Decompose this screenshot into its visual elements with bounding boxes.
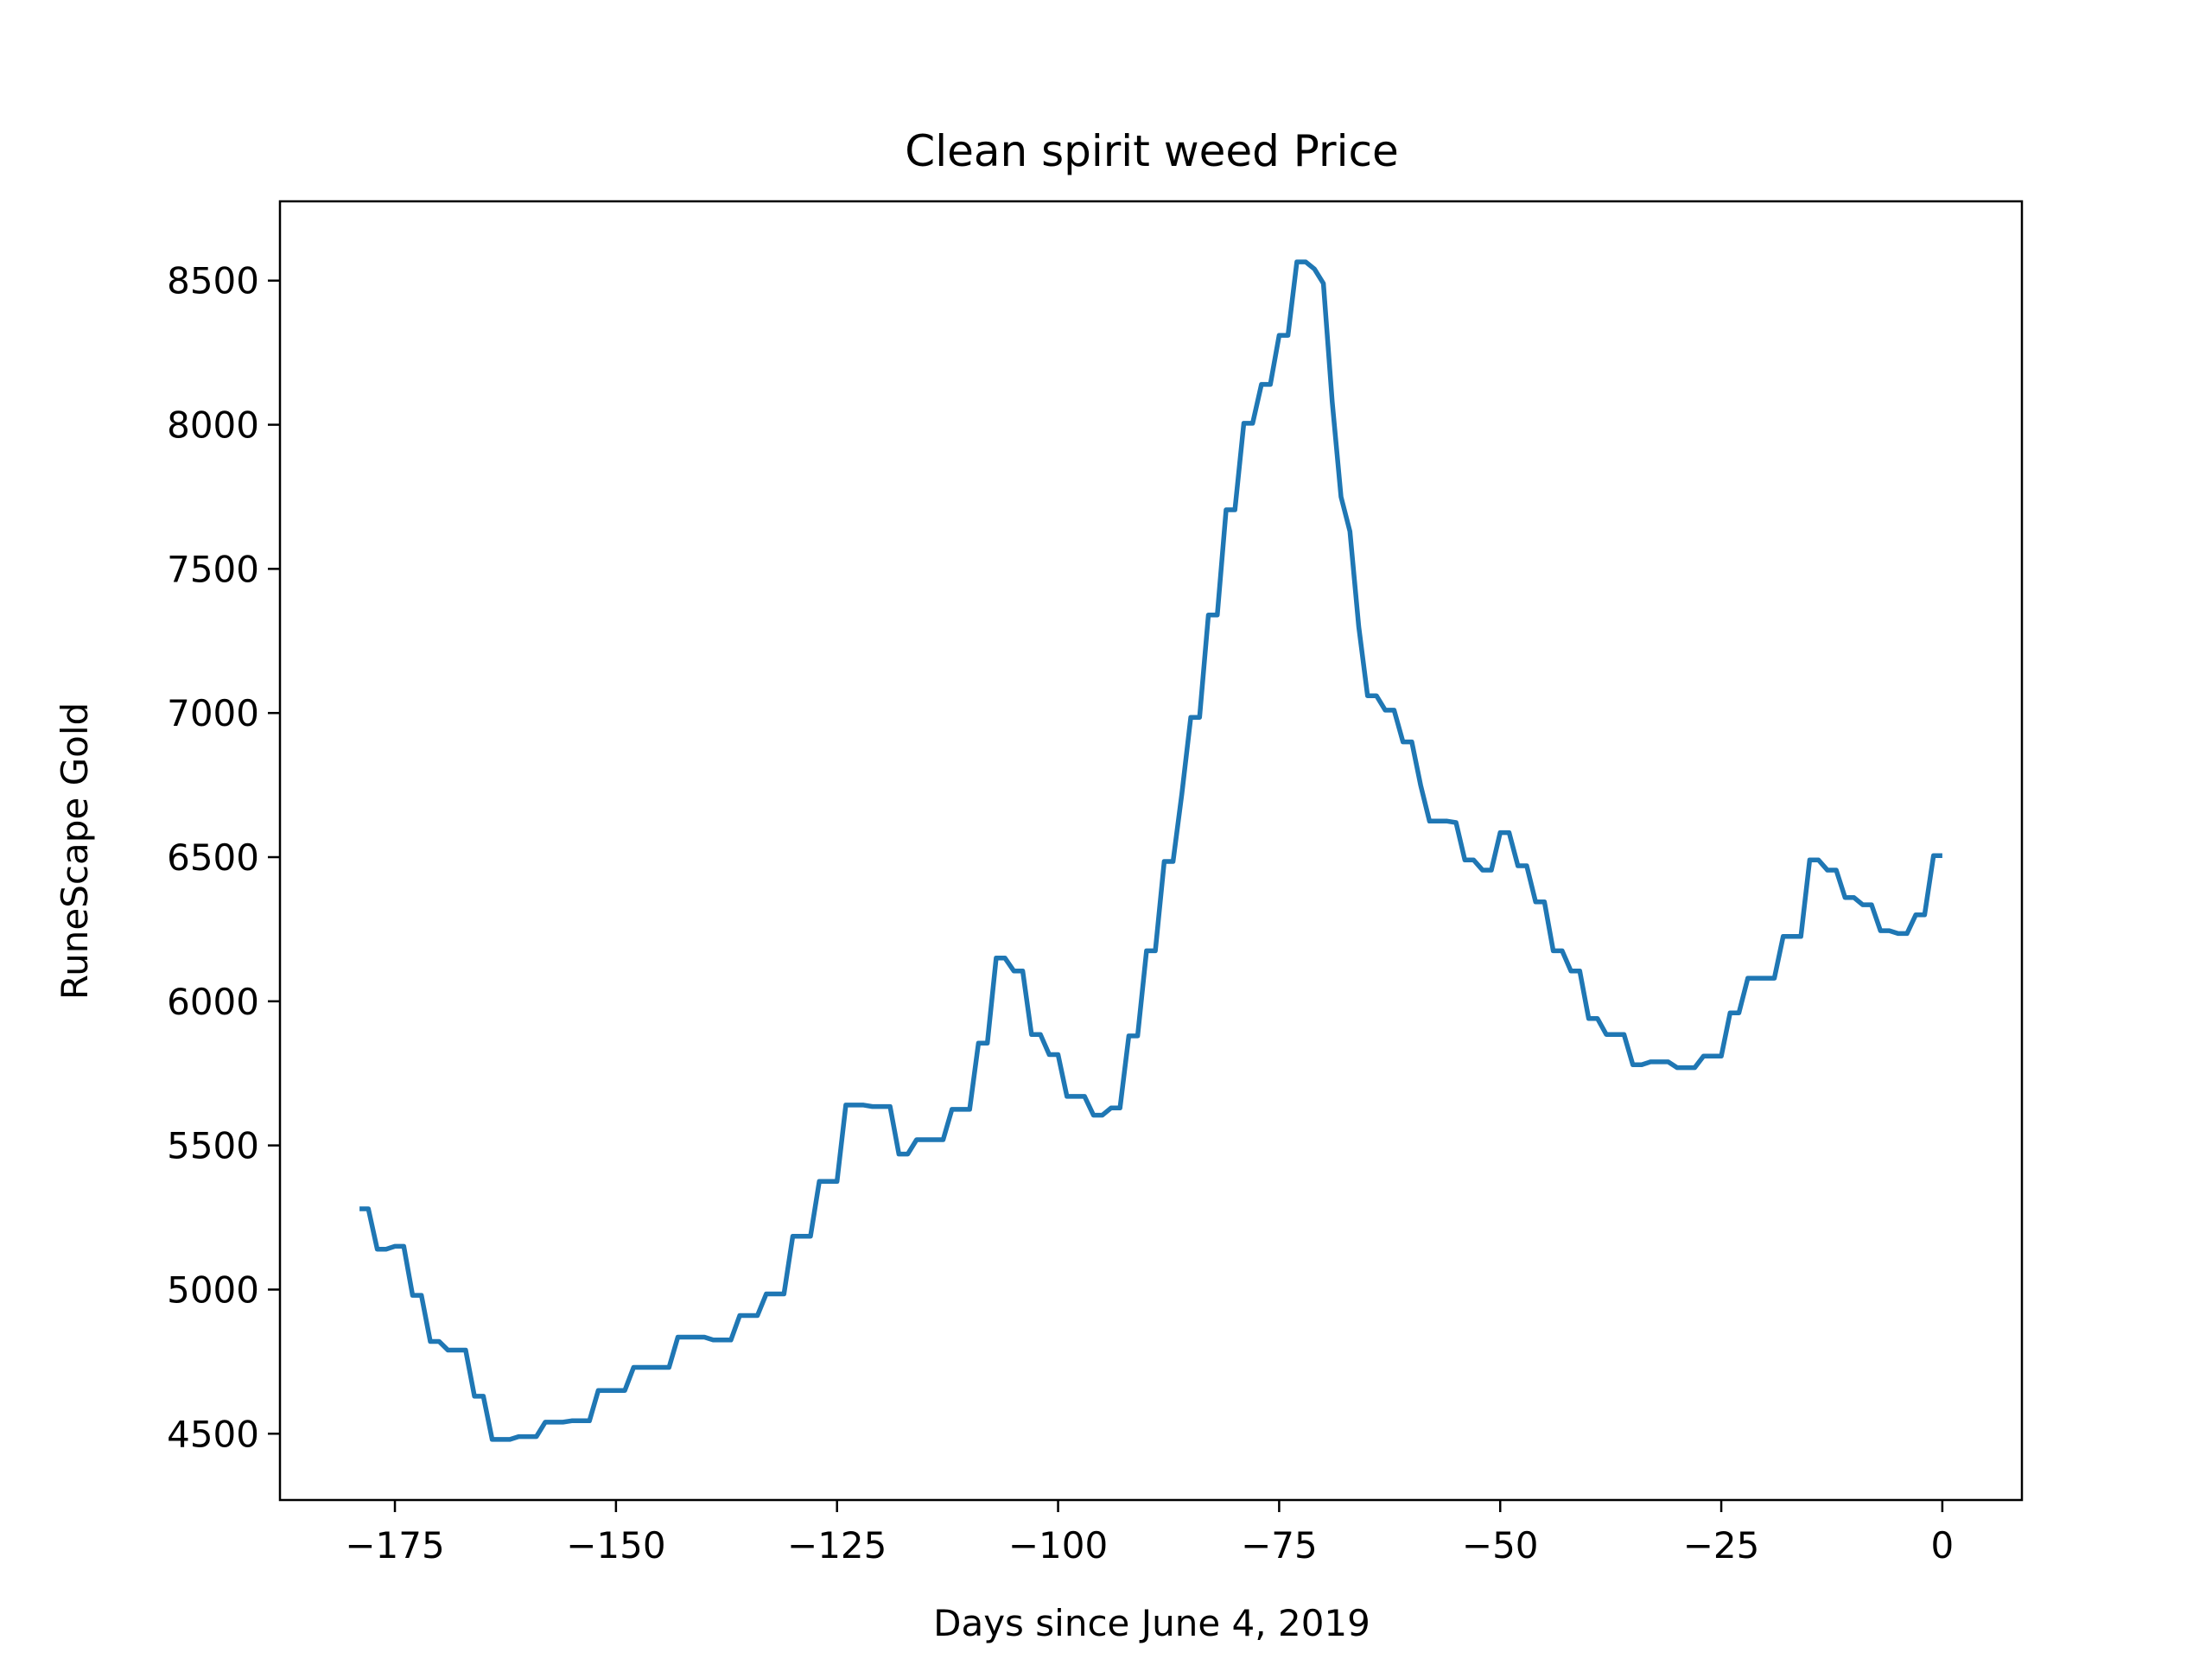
x-tick-label: −125 [787,1524,887,1567]
x-tick-label: −175 [345,1524,444,1567]
plot-area [278,200,2024,1502]
y-axis-ticks: 4500 5000 5500 6000 6500 7000 7500 8000 8500 [167,260,280,1455]
chart-title: Clean spirit weed Price [905,126,1398,176]
x-tick-label: −75 [1241,1524,1318,1567]
x-tick-label: 0 [1931,1524,1955,1567]
x-tick-label: −100 [1008,1524,1108,1567]
x-axis-label: Days since June 4, 2019 [933,1602,1370,1644]
y-axis-label: RuneScape Gold [54,702,96,1000]
y-tick-label: 8000 [167,404,259,447]
y-tick-label: 7500 [167,548,259,590]
y-tick-label: 6500 [167,836,259,879]
x-tick-label: −25 [1683,1524,1760,1567]
x-axis-ticks: −175 −150 −125 −100 −75 −50 −25 0 [345,1500,1954,1567]
y-tick-label: 5000 [167,1268,259,1311]
y-tick-label: 8500 [167,260,259,302]
y-tick-label: 4500 [167,1413,259,1455]
y-tick-label: 7000 [167,692,259,734]
price-series-line [359,259,1942,1442]
y-tick-label: 6000 [167,981,259,1023]
y-tick-label: 5500 [167,1125,259,1167]
x-tick-label: −150 [566,1524,665,1567]
x-tick-label: −50 [1462,1524,1539,1567]
plot-frame [278,200,2024,1502]
